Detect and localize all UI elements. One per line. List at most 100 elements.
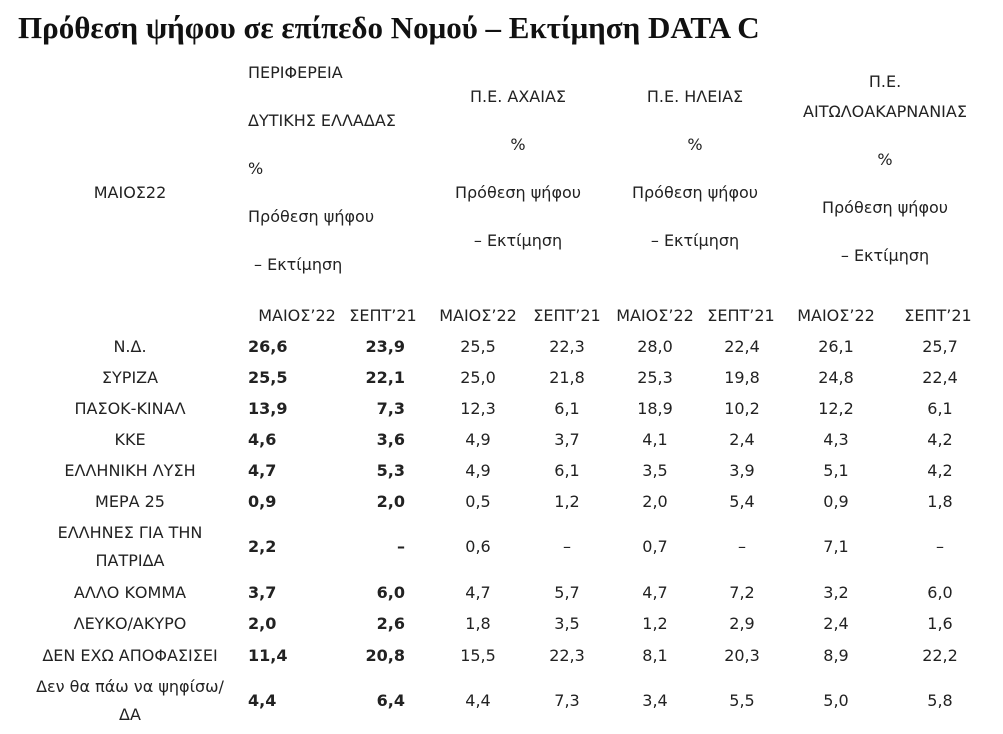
table-cell: 13,9	[248, 399, 288, 418]
table-cell: 25,3	[637, 368, 673, 387]
table-cell: 4,9	[465, 461, 491, 480]
group-header: Πρόθεση ψήφου	[248, 207, 375, 226]
row-label: ΑΛΛΟ ΚΟΜΜΑ	[73, 583, 187, 602]
table-cell: 2,0	[248, 614, 277, 633]
column-header: ΜΑΙΟΣ’22	[616, 306, 694, 325]
table-cell: 2,4	[823, 614, 849, 633]
group-header: %	[877, 150, 893, 169]
table-cell: 2,0	[376, 492, 405, 511]
table-cell: 23,9	[365, 337, 405, 356]
group-header: Π.Ε. ΗΛΕΙΑΣ	[646, 87, 744, 106]
group-header: Πρόθεση ψήφου	[821, 198, 949, 217]
column-header: ΜΑΙΟΣ’22	[797, 306, 875, 325]
group-header: ΔΥΤΙΚΗΣ ΕΛΛΑΔΑΣ	[248, 111, 396, 130]
table-cell: 22,2	[922, 646, 958, 665]
table-cell: 1,8	[927, 492, 953, 511]
table-cell: 3,9	[729, 461, 755, 480]
group-header: – Εκτίμηση	[254, 255, 343, 274]
table-cell: 4,3	[823, 430, 849, 449]
column-header: ΣΕΠΤ’21	[707, 306, 775, 325]
table-cell: 3,5	[554, 614, 580, 633]
row-label: ΠΑΤΡΙΔΑ	[95, 551, 165, 570]
table-cell: 4,7	[248, 461, 277, 480]
table-cell: 4,7	[642, 583, 668, 602]
group-header: – Εκτίμηση	[473, 231, 563, 250]
table-cell: 4,2	[927, 430, 953, 449]
table-cell: 4,7	[465, 583, 491, 602]
table-cell: 6,0	[927, 583, 953, 602]
table-cell: 4,2	[927, 461, 953, 480]
table-cell: 7,3	[554, 691, 580, 710]
table-cell: 4,1	[642, 430, 668, 449]
column-header: ΣΕΠΤ’21	[349, 306, 417, 325]
table-cell: 25,0	[460, 368, 496, 387]
table-cell: 5,1	[823, 461, 849, 480]
table-cell: 18,9	[637, 399, 673, 418]
table-cell: 4,6	[248, 430, 277, 449]
table-cell: 4,9	[465, 430, 491, 449]
group-header: Π.Ε.	[868, 72, 902, 91]
column-header: ΣΕΠΤ’21	[533, 306, 601, 325]
table-cell: 24,8	[818, 368, 854, 387]
table-cell: 0,9	[248, 492, 277, 511]
table-cell: 12,2	[818, 399, 854, 418]
table-cell: 25,7	[922, 337, 958, 356]
table-cell: 15,5	[460, 646, 496, 665]
table-cell: 7,1	[823, 537, 849, 556]
table-cell: 22,1	[365, 368, 405, 387]
table-cell: 0,6	[465, 537, 491, 556]
table-cell: 21,8	[549, 368, 585, 387]
table-cell: 6,1	[554, 461, 580, 480]
table-cell: 7,2	[729, 583, 755, 602]
row-label: ΛΕΥΚΟ/ΑΚΥΡΟ	[73, 614, 187, 633]
row-label: ΜΕΡΑ 25	[95, 492, 165, 511]
table-cell: 3,6	[376, 430, 405, 449]
group-header: %	[687, 135, 703, 154]
table-cell: 1,6	[927, 614, 953, 633]
group-header: – Εκτίμηση	[650, 231, 740, 250]
table-cell: 3,2	[823, 583, 849, 602]
table-cell: 4,4	[248, 691, 277, 710]
group-header: Π.Ε. ΑΧΑΙΑΣ	[469, 87, 567, 106]
table-cell: 22,4	[724, 337, 760, 356]
column-header: ΣΕΠΤ’21	[904, 306, 972, 325]
table-cell: 6,1	[554, 399, 580, 418]
row-label: ΔΑ	[119, 705, 141, 724]
row-label: ΕΛΛΗΝΕΣ ΓΙΑ ΤΗΝ	[57, 523, 203, 542]
table-cell: 26,6	[248, 337, 288, 356]
table-cell: 3,4	[642, 691, 668, 710]
group-header: – Εκτίμηση	[840, 246, 930, 265]
table-cell: 2,9	[729, 614, 755, 633]
table-cell: 2,0	[642, 492, 668, 511]
group-header: ΠΕΡΙΦΕΡΕΙΑ	[248, 63, 343, 82]
table-cell: 28,0	[637, 337, 673, 356]
table-cell: 22,4	[922, 368, 958, 387]
table-cell: 4,4	[465, 691, 491, 710]
table-cell: 5,4	[729, 492, 755, 511]
group-header: Πρόθεση ψήφου	[454, 183, 582, 202]
table-cell: 2,4	[729, 430, 755, 449]
table-cell: 20,8	[365, 646, 405, 665]
title: Πρόθεση ψήφου σε επίπεδο Νομού – Εκτίμησ…	[18, 10, 760, 45]
table-cell: 1,8	[465, 614, 491, 633]
table-cell: –	[738, 537, 746, 556]
row-label: Ν.Δ.	[113, 337, 147, 356]
table-cell: 6,0	[376, 583, 405, 602]
table-cell: 12,3	[460, 399, 496, 418]
table-cell: 11,4	[248, 646, 288, 665]
table-cell: 3,7	[554, 430, 580, 449]
column-header: ΜΑΙΟΣ’22	[439, 306, 517, 325]
table-cell: 25,5	[248, 368, 288, 387]
row-label: ΚΚΕ	[114, 430, 146, 449]
table-cell: –	[563, 537, 571, 556]
table-cell: 26,1	[818, 337, 854, 356]
row-label: ΕΛΛΗΝΙΚΗ ΛΥΣΗ	[64, 461, 196, 480]
table-cell: 1,2	[642, 614, 668, 633]
group-header: ΑΙΤΩΛΟΑΚΑΡΝΑΝΙΑΣ	[803, 102, 967, 121]
row-label: ΠΑΣΟΚ-ΚΙΝΑΛ	[74, 399, 186, 418]
table-cell: –	[397, 537, 405, 556]
table-cell: 1,2	[554, 492, 580, 511]
table-cell: –	[936, 537, 944, 556]
row-label: ΔΕΝ ΕΧΩ ΑΠΟΦΑΣΙΣΕΙ	[42, 646, 218, 665]
